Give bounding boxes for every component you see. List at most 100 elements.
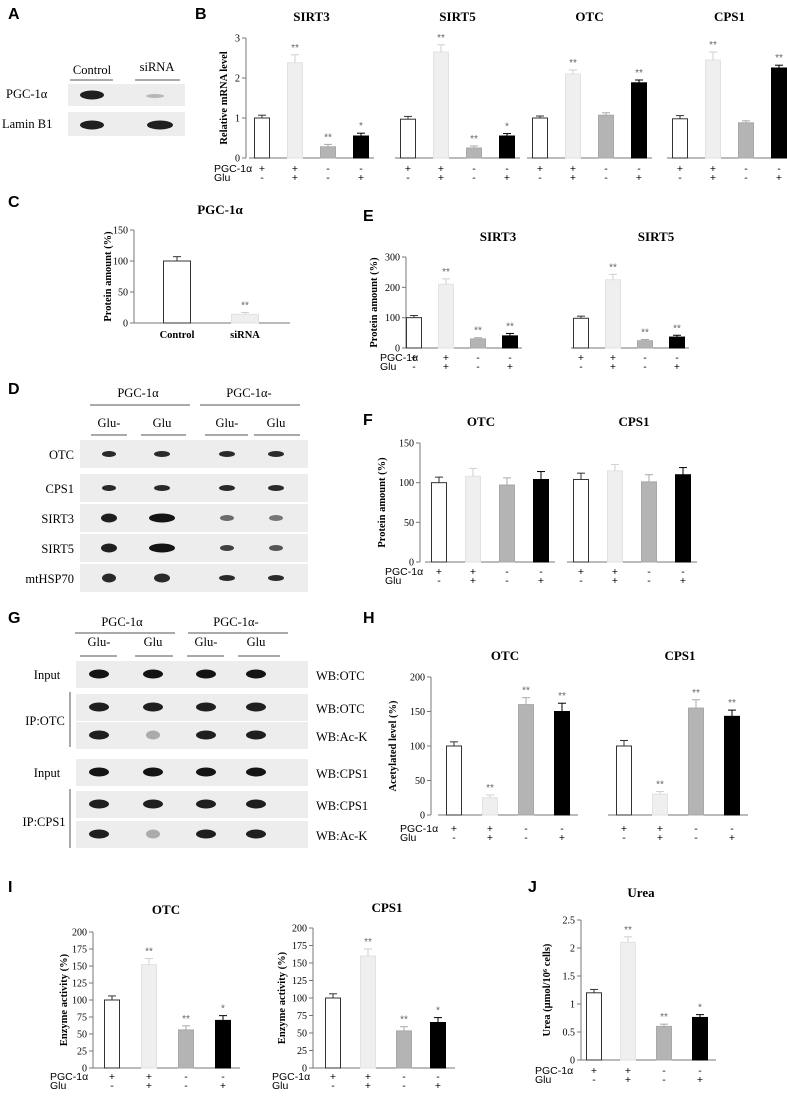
- condition-sign: -: [604, 172, 608, 184]
- blot-row-label: OTC: [49, 448, 74, 462]
- blot-band: [268, 485, 284, 491]
- blot-band: [154, 573, 170, 583]
- panel-letter-f: F: [363, 412, 373, 429]
- panel-letter-a: A: [8, 6, 20, 23]
- condition-sign: -: [662, 1065, 666, 1077]
- blot-band: [143, 702, 163, 712]
- series-2-bar-1: [573, 317, 589, 349]
- blot-strip: [76, 722, 308, 749]
- bar-4: [215, 1019, 231, 1069]
- blot-band: [246, 799, 266, 809]
- bar-4: [430, 1022, 446, 1069]
- condition-label-glu: Glu: [535, 1074, 552, 1086]
- blot-row-label: mtHSP70: [25, 572, 74, 586]
- group-label: PGC-1α: [101, 615, 143, 629]
- significance-mark: **: [364, 937, 372, 948]
- series-2-bar-2: [605, 279, 621, 349]
- blot-band: [219, 575, 235, 581]
- panel-letter-g: G: [8, 610, 20, 627]
- condition-sign: -: [744, 172, 748, 184]
- condition-sign: -: [260, 172, 264, 184]
- bar-1: [104, 999, 120, 1069]
- condition-sign: -: [524, 823, 528, 835]
- blot-band: [80, 120, 104, 130]
- blot-band: [102, 573, 116, 583]
- y-tick-label: 100: [113, 257, 128, 268]
- condition-sign: -: [560, 823, 564, 835]
- condition-sign: -: [184, 1080, 188, 1092]
- bar-1: [325, 997, 341, 1069]
- series-3-bar-4: [631, 82, 647, 159]
- condition-sign: -: [436, 1071, 440, 1083]
- condition-sign: -: [662, 1074, 666, 1086]
- blot-band: [80, 90, 104, 100]
- condition-sign: +: [697, 1074, 703, 1086]
- panel-letter-e: E: [363, 208, 374, 225]
- condition-sign: +: [507, 361, 513, 373]
- y-tick-label: 100: [292, 994, 307, 1005]
- blot-row-label: SIRT5: [41, 542, 74, 556]
- chart-title: OTC: [152, 902, 180, 917]
- blot-band: [196, 799, 216, 809]
- condition-sign: +: [570, 163, 576, 175]
- panel-letter-h: H: [363, 610, 375, 627]
- condition-sign: +: [487, 832, 493, 844]
- y-tick-label: 150: [292, 959, 307, 970]
- y-tick-label: 0: [82, 1064, 87, 1075]
- series-1-bar-2: [287, 62, 303, 159]
- y-tick-label: 200: [410, 673, 425, 684]
- series-2-bar-2: [652, 793, 668, 816]
- series-2-bar-3: [466, 147, 482, 159]
- blot-band: [246, 767, 266, 777]
- y-tick-label: 75: [297, 1011, 307, 1022]
- y-axis-label: Relative mRNA level: [219, 51, 230, 144]
- significance-mark: **: [145, 947, 153, 958]
- series-1-bar-2: [482, 797, 498, 816]
- y-tick-label: 1: [570, 1000, 575, 1011]
- condition-sign: +: [621, 823, 627, 835]
- condition-sign: +: [405, 163, 411, 175]
- series-1-bar-4: [533, 478, 549, 563]
- condition-sign: +: [292, 172, 298, 184]
- condition-sign: +: [710, 172, 716, 184]
- condition-sign: -: [476, 361, 480, 373]
- series-1-bar-2: [465, 475, 481, 563]
- series-2-bar-2: [433, 51, 449, 159]
- y-tick-label: 2.5: [563, 916, 576, 927]
- condition-sign: -: [184, 1071, 188, 1083]
- y-tick-label: 175: [292, 941, 307, 952]
- y-tick-label: 75: [77, 1013, 87, 1024]
- bar-2: [620, 941, 636, 1061]
- condition-sign: -: [579, 575, 583, 587]
- series-2-bar-1: [616, 745, 632, 816]
- series-2-bar-2: [607, 470, 623, 563]
- y-tick-label: 150: [113, 226, 128, 237]
- condition-sign: -: [622, 832, 626, 844]
- condition-sign: -: [406, 172, 410, 184]
- chart-title: CPS1: [371, 900, 402, 915]
- blot-band: [89, 799, 109, 809]
- y-axis-label: Urea (μmol/10⁶ cells): [542, 943, 553, 1036]
- condition-sign: +: [365, 1080, 371, 1092]
- y-tick-label: 0: [123, 319, 128, 330]
- series-2-bar-3: [688, 707, 704, 816]
- significance-mark: **: [673, 323, 681, 334]
- series-2-bar-4: [499, 135, 515, 159]
- significance-mark: **: [486, 783, 494, 794]
- y-tick-label: 50: [118, 288, 128, 299]
- condition-sign: +: [538, 575, 544, 587]
- chart-title: Urea: [627, 885, 655, 900]
- y-tick-label: 2: [570, 944, 575, 955]
- panel-letter-c: C: [8, 194, 20, 211]
- condition-sign: -: [647, 575, 651, 587]
- series-1-bar-3: [470, 338, 486, 349]
- y-axis-label: Protein amount (%): [377, 457, 388, 548]
- condition-sign: -: [472, 163, 476, 175]
- blot-band: [154, 451, 170, 457]
- y-tick-label: 100: [399, 478, 414, 489]
- significance-mark: *: [359, 121, 363, 132]
- condition-sign: +: [776, 172, 782, 184]
- condition-sign: -: [326, 163, 330, 175]
- condition-sign: -: [437, 575, 441, 587]
